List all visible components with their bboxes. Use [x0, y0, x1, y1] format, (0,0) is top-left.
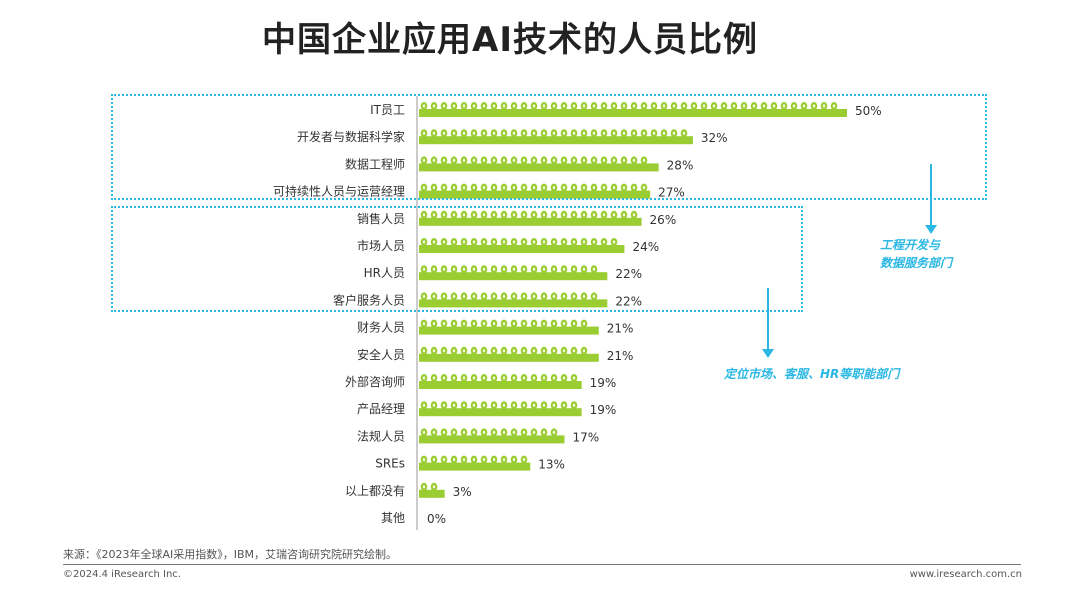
category-label: 可持续性人员与运营经理: [273, 184, 405, 199]
value-label: 28%: [667, 158, 694, 172]
bar: [419, 102, 847, 117]
category-label: IT员工: [370, 103, 405, 117]
category-label: 其他: [381, 511, 405, 525]
value-label: 22%: [615, 267, 642, 281]
bar: [419, 482, 445, 498]
arrow-engineering: [925, 164, 937, 234]
value-label: 26%: [650, 213, 677, 227]
value-label: 50%: [855, 104, 882, 118]
page-title: 中国企业应用AI技术的人员比例: [262, 20, 758, 60]
value-label: 17%: [573, 430, 600, 444]
source-note: 来源：《2023年全球AI采用指数》，IBM，艾瑞咨询研究院研究绘制。: [63, 548, 398, 561]
bar: [419, 428, 565, 444]
arrow-functions: [762, 288, 774, 358]
value-label: 24%: [632, 240, 659, 254]
category-label: 数据工程师: [345, 156, 405, 171]
category-label: 财务人员: [357, 320, 405, 335]
bar: [419, 265, 608, 281]
copyright: ©2024.4 iResearch Inc.: [63, 569, 181, 580]
value-label: 22%: [615, 294, 642, 308]
bar: [419, 210, 642, 226]
value-label: 32%: [701, 131, 728, 145]
annotation-engineering: 工程开发与 数据服务部门: [880, 238, 953, 270]
group-box-engineering: [111, 94, 987, 200]
category-label: 客户服务人员: [333, 292, 405, 307]
bar: [419, 374, 582, 389]
bar: [419, 183, 651, 199]
value-label: 21%: [607, 349, 634, 363]
bar: [419, 292, 608, 308]
category-label: 外部咨询师: [345, 374, 405, 389]
value-label: 0%: [427, 512, 446, 526]
value-label: 19%: [590, 376, 617, 390]
value-label: 21%: [607, 322, 634, 336]
category-label: 法规人员: [357, 428, 405, 443]
value-label: 27%: [658, 186, 685, 200]
value-label: 13%: [538, 458, 565, 472]
bar: [419, 455, 531, 471]
website: www.iresearch.com.cn: [909, 569, 1022, 580]
category-label: 销售人员: [357, 211, 405, 226]
bar: [419, 401, 582, 417]
category-label: 产品经理: [357, 402, 405, 416]
bar: [419, 346, 599, 362]
category-label: SREs: [375, 457, 405, 471]
value-label: 3%: [453, 485, 472, 499]
bar: [419, 238, 625, 253]
category-label: HR人员: [364, 266, 405, 280]
bar: [419, 319, 599, 335]
bar: [419, 156, 659, 172]
annotation-functions: 定位市场、客服、HR等职能部门: [724, 367, 900, 381]
group-box-functions: [111, 206, 803, 312]
bar: [419, 129, 693, 145]
value-label: 19%: [590, 403, 617, 417]
category-label: 以上都没有: [345, 483, 405, 498]
category-label: 市场人员: [357, 238, 405, 253]
footer-divider: [63, 564, 1021, 565]
category-label: 开发者与数据科学家: [297, 129, 405, 144]
category-label: 安全人员: [357, 347, 405, 362]
